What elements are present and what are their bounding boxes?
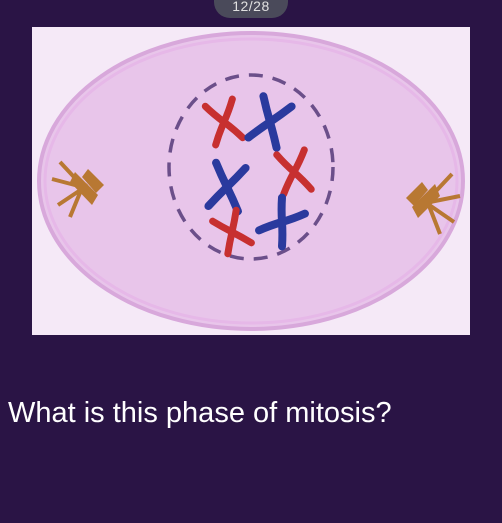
counter-text: 12/28 <box>232 0 270 14</box>
quiz-header: 12/28 <box>0 0 502 27</box>
mitosis-diagram-svg <box>32 27 470 335</box>
question-area: What is this phase of mitosis? <box>0 335 502 453</box>
progress-counter: 12/28 <box>214 0 288 18</box>
cell-membrane <box>39 33 463 329</box>
question-text: What is this phase of mitosis? <box>8 395 494 433</box>
diagram-image <box>32 27 470 335</box>
